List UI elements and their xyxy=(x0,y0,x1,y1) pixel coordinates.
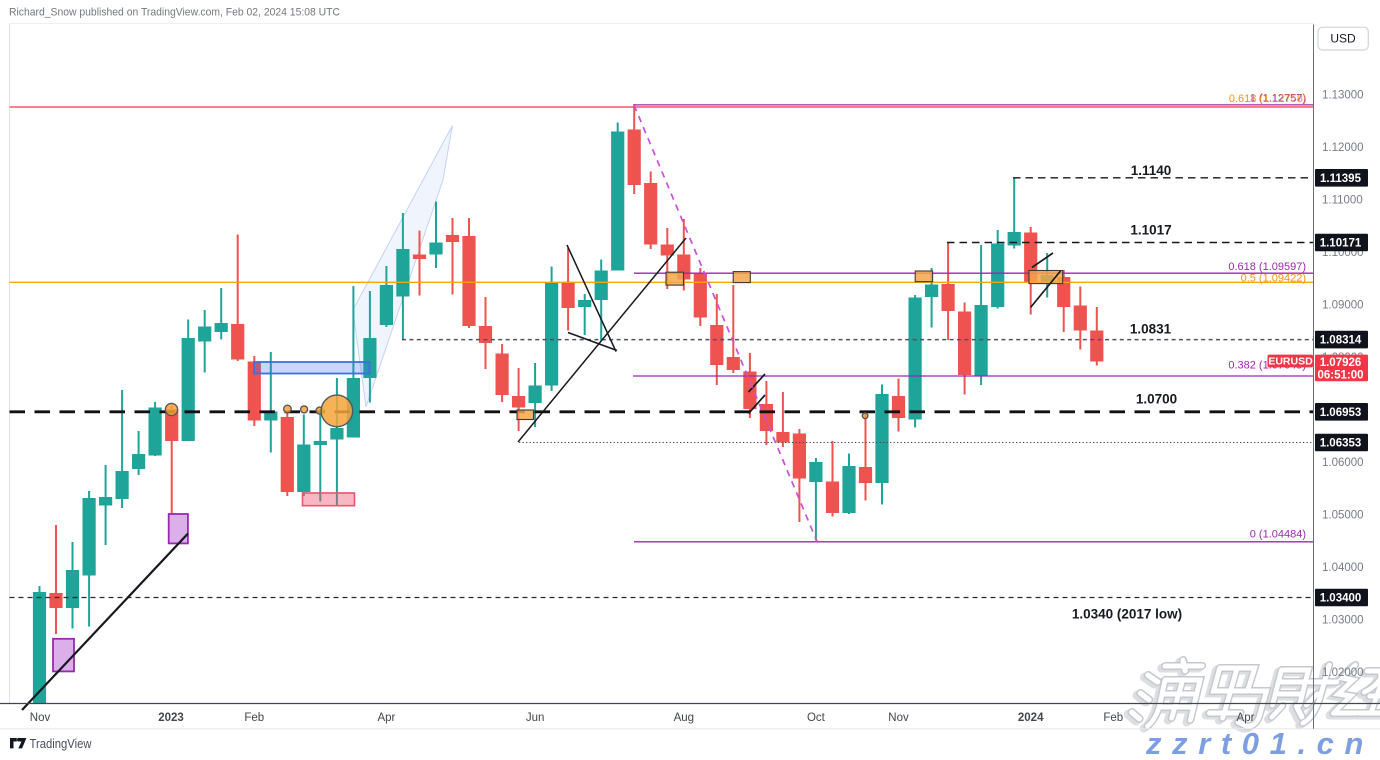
svg-text:0.618 (1.12758): 0.618 (1.12758) xyxy=(1229,93,1307,105)
svg-text:USD: USD xyxy=(1330,32,1356,46)
svg-text:1.11000: 1.11000 xyxy=(1322,195,1363,207)
svg-text:Aug: Aug xyxy=(674,712,694,724)
svg-text:Oct: Oct xyxy=(807,712,826,724)
svg-text:1.10171: 1.10171 xyxy=(1320,238,1362,250)
svg-text:1 (1.12757): 1 (1.12757) xyxy=(1250,93,1306,105)
svg-text:1.06353: 1.06353 xyxy=(1320,438,1362,450)
svg-text:1.0831: 1.0831 xyxy=(1130,322,1172,337)
svg-text:0 (1.04484): 0 (1.04484) xyxy=(1250,529,1306,541)
svg-text:Apr: Apr xyxy=(377,712,395,724)
svg-text:1.03400: 1.03400 xyxy=(1320,593,1362,605)
svg-text:06:51:00: 06:51:00 xyxy=(1317,370,1363,382)
svg-text:EURUSD: EURUSD xyxy=(1268,356,1313,368)
svg-text:1.07926: 1.07926 xyxy=(1320,357,1362,369)
svg-text:1.13000: 1.13000 xyxy=(1322,90,1364,102)
svg-text:Feb: Feb xyxy=(244,712,264,724)
svg-text:1.03000: 1.03000 xyxy=(1322,615,1364,627)
svg-text:zzrt01.cn: zzrt01.cn xyxy=(1145,726,1374,760)
svg-text:1.09000: 1.09000 xyxy=(1322,300,1364,312)
svg-text:Nov: Nov xyxy=(888,712,909,724)
svg-text:TradingView: TradingView xyxy=(30,736,93,751)
svg-text:Feb: Feb xyxy=(1103,712,1123,724)
svg-text:1.1017: 1.1017 xyxy=(1130,223,1171,238)
svg-text:1.05000: 1.05000 xyxy=(1322,510,1364,522)
svg-text:1.0700: 1.0700 xyxy=(1136,392,1177,407)
svg-text:2024: 2024 xyxy=(1018,712,1044,724)
svg-text:Nov: Nov xyxy=(30,712,51,724)
svg-text:Apr: Apr xyxy=(1237,712,1255,724)
svg-text:0.5 (1.09422): 0.5 (1.09422) xyxy=(1241,273,1306,285)
svg-text:1.02000: 1.02000 xyxy=(1322,667,1364,679)
svg-text:1.04000: 1.04000 xyxy=(1322,562,1364,574)
svg-text:Jun: Jun xyxy=(526,712,545,724)
svg-text:1.12000: 1.12000 xyxy=(1322,142,1364,154)
svg-text:2023: 2023 xyxy=(158,712,184,724)
svg-text:1.11395: 1.11395 xyxy=(1320,173,1362,185)
svg-text:0.618 (1.09597): 0.618 (1.09597) xyxy=(1228,261,1306,273)
svg-text:1.08314: 1.08314 xyxy=(1320,335,1362,347)
svg-text:1.06953: 1.06953 xyxy=(1320,407,1362,419)
svg-text:Richard_Snow published on Trad: Richard_Snow published on TradingView.co… xyxy=(9,7,340,19)
svg-text:1.06000: 1.06000 xyxy=(1322,457,1364,469)
svg-text:1.0340 (2017 low): 1.0340 (2017 low) xyxy=(1072,607,1182,622)
svg-text:1.1140: 1.1140 xyxy=(1131,163,1172,178)
